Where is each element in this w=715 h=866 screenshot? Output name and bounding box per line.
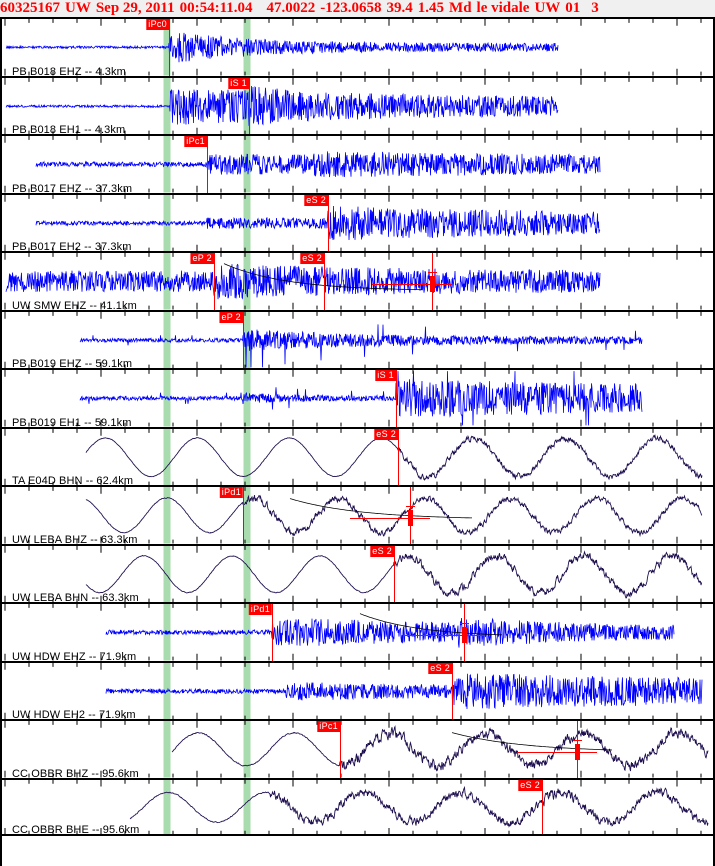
time-axis-ticks [4,428,702,485]
event-version: 01 [565,0,581,16]
trace-plot [4,253,702,310]
waveform-polyline [85,549,702,599]
trace-station-label: CC OBBR BHE -- 95.6km [12,824,140,836]
theoretical-arrival-band [243,487,251,544]
theoretical-arrival-band [163,487,171,544]
trace-row[interactable]: eS 2 UW HDW EH2 -- 71.9km [2,660,713,719]
trace-row[interactable]: iPd1 UW HDW EHZ -- 71.9km [2,602,713,661]
waveform-polyline [5,85,559,128]
waveform-polyline [35,151,601,178]
trace-station-label: PB B017 EH2 -- 37.3km [12,241,132,251]
event-network: UW [65,0,91,16]
waveform-polyline [105,617,675,648]
trace-row[interactable]: eS 2 PB B017 EH2 -- 37.3km [2,192,713,251]
time-axis-ticks [4,721,702,778]
event-header-bar: 60325167 UW Sep 29, 2011 00:54:11.04 47.0022… [0,0,715,17]
event-magnitude: 1.45 [417,0,445,16]
event-id: 60325167 [0,0,60,16]
trace-plot [4,194,702,251]
trace-plot [4,77,702,134]
event-time: 00:54:11.04 [179,0,253,16]
coda-decay-curve [289,498,472,519]
trace-plot [4,662,703,719]
trace-plot [4,19,702,76]
trace-station-label: UW LEBA BHN -- 63.3km [12,592,139,602]
theoretical-arrival-band [163,779,171,834]
trace-station-label: PB B018 EHZ -- 4.3km [12,65,126,76]
event-depth: 39.4 [386,0,413,16]
trace-row[interactable]: eS 2 CC OBBR BHE -- 95.6km [2,777,713,836]
waveform-polyline [85,494,703,538]
trace-plot [4,428,703,485]
event-source: UW [534,0,561,16]
trace-plot [4,604,702,661]
time-axis-ticks [4,779,702,834]
trace-plot [4,487,703,544]
event-trailing-count: 3 [591,0,599,16]
trace-station-label: UW HDW EH2 -- 71.9km [12,709,136,719]
trace-station-label: PB B019 EH1 -- 59.1km [12,416,132,427]
trace-plot [4,311,702,368]
coda-decay-curve [223,263,422,291]
event-date: Sep 29, 2011 [95,0,175,16]
trace-station-label: TA E04D BHN -- 62.4km [12,475,134,485]
trace-plot [4,721,709,778]
theoretical-arrival-band [243,77,251,134]
trace-plot [4,370,702,427]
trace-row[interactable]: iPd1 UW LEBA BHZ -- 63.3km [2,485,713,544]
waveform-polyline [5,32,559,63]
event-magnitude-type: Md [449,0,472,16]
theoretical-arrival-band [163,721,171,778]
theoretical-arrival-band [163,19,171,76]
coda-decay-curve [451,732,613,751]
waveform-polyline [79,371,643,426]
trace-station-label: UW SMW EHZ -- 41.1km [12,299,137,310]
trace-row[interactable]: eP 2 PB B019 EHZ -- 59.1km [2,309,713,368]
waveform-polyline [5,263,601,300]
trace-row[interactable]: iPc1 PB B017 EHZ -- 37.3km [2,134,713,193]
theoretical-arrival-band [243,721,251,778]
trace-row[interactable]: eS 2 UW LEBA BHN -- 63.3km [2,543,713,602]
event-longitude: -123.0658 [320,0,382,16]
trace-row[interactable]: iPc1 CC OBBR BHZ -- 95.6km [2,719,713,778]
trace-station-label: UW LEBA BHZ -- 63.3km [12,533,138,544]
trace-station-label: PB B018 EH1 -- 4.3km [12,124,126,134]
time-axis-ticks [4,19,702,76]
trace-station-label: PB B019 EHZ -- 59.1km [12,358,133,368]
coda-decay-curve [359,613,503,636]
event-analyst: le vidale [476,0,530,16]
trace-row[interactable]: eP 2 eS 2 UW SMW EHZ -- 41.1km [2,251,713,310]
theoretical-arrival-band [243,311,251,368]
waveform-polyline [129,785,709,828]
trace-row[interactable]: iS 1 PB B018 EH1 -- 4.3km [2,75,713,134]
theoretical-arrival-band [243,428,251,485]
trace-row[interactable]: eS 2 TA E04D BHN -- 62.4km [2,426,713,485]
event-latitude: 47.0022 [266,0,316,16]
theoretical-arrival-band [163,428,171,485]
theoretical-arrival-band [163,253,171,310]
time-axis-ticks [4,487,702,544]
trace-station-label: PB B017 EHZ -- 37.3km [12,182,133,193]
time-axis-ticks [4,253,702,310]
trace-plot [4,779,709,834]
time-axis-ticks [4,370,702,427]
trace-row[interactable]: iPc0 PB B018 EHZ -- 4.3km [2,17,713,76]
theoretical-arrival-band [243,779,251,834]
theoretical-arrival-band [163,545,171,602]
theoretical-arrival-band [243,545,251,602]
trace-panel[interactable]: iPc0 PB B018 EHZ -- 4.3km iS 1 PB B018 EH1 … [0,17,715,866]
waveform-polyline [85,433,703,481]
waveform-polyline [105,673,703,709]
time-axis-ticks [4,662,702,719]
theoretical-arrival-band [243,604,251,661]
waveform-polyline [79,323,643,367]
waveform-polyline [35,205,601,240]
trace-station-label: CC OBBR BHZ -- 95.6km [12,767,139,778]
waveform-polyline [171,725,709,772]
trace-station-label: UW HDW EHZ -- 71.9km [12,650,137,661]
trace-row[interactable]: iS 1 PB B019 EH1 -- 59.1km [2,368,713,427]
